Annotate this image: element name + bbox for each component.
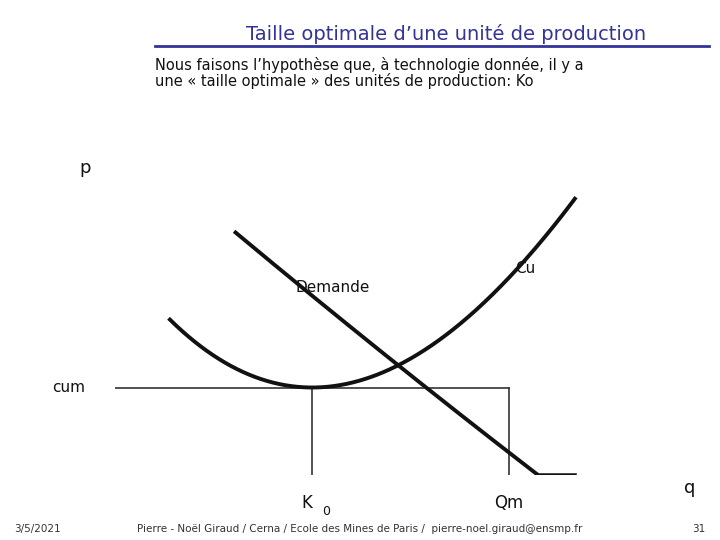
- Text: K: K: [301, 494, 312, 512]
- Text: Qm: Qm: [495, 494, 524, 512]
- Text: 3/5/2021: 3/5/2021: [14, 523, 61, 534]
- Text: Demande: Demande: [296, 280, 370, 295]
- Text: Taille optimale d’une unité de production: Taille optimale d’une unité de productio…: [246, 24, 647, 44]
- Text: Pierre - Noël Giraud / Cerna / Ecole des Mines de Paris /  pierre-noel.giraud@en: Pierre - Noël Giraud / Cerna / Ecole des…: [138, 523, 582, 534]
- Text: une « taille optimale » des unités de production: Ko: une « taille optimale » des unités de pr…: [155, 73, 534, 89]
- Text: 0: 0: [322, 505, 330, 518]
- Text: 31: 31: [693, 523, 706, 534]
- Text: q: q: [684, 479, 696, 497]
- Text: p: p: [79, 159, 91, 177]
- Text: Cu: Cu: [515, 261, 535, 276]
- Text: Nous faisons l’hypothèse que, à technologie donnée, il y a: Nous faisons l’hypothèse que, à technolo…: [155, 57, 583, 73]
- Text: cum: cum: [52, 380, 85, 395]
